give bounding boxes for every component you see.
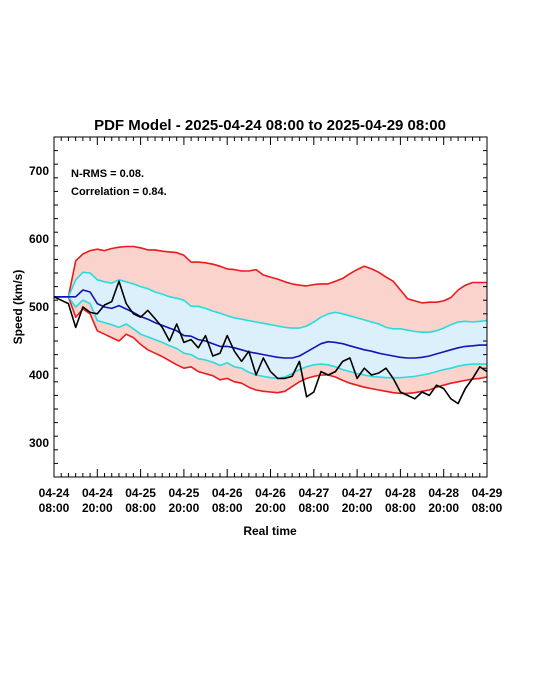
x-tick-label-time: 20:00 — [255, 501, 286, 515]
observed-series-line — [54, 280, 487, 405]
x-tick-label-time: 08:00 — [385, 501, 416, 515]
outer-lower-series-line — [54, 296, 487, 395]
x-tick-label-date: 04-25 — [169, 486, 200, 500]
inner-upper-series-line — [54, 271, 487, 333]
x-axis-label: Real time — [243, 524, 297, 538]
y-tick-label: 500 — [29, 300, 49, 314]
x-tick-label-time: 08:00 — [125, 501, 156, 515]
x-tick-label-time: 08:00 — [298, 501, 329, 515]
inner-lower-series-line — [54, 296, 487, 380]
x-tick-label-date: 04-29 — [472, 486, 503, 500]
y-tick-label: 300 — [29, 436, 49, 450]
x-tick-label-date: 04-27 — [342, 486, 373, 500]
x-tick-label-time: 20:00 — [342, 501, 373, 515]
annotation-nrms: N-RMS = 0.08. — [71, 168, 144, 180]
y-tick-label: 700 — [29, 164, 49, 178]
chart-title: PDF Model - 2025-04-24 08:00 to 2025-04-… — [94, 117, 446, 134]
x-tick-label-date: 04-27 — [298, 486, 329, 500]
annotation-correlation: Correlation = 0.84. — [71, 186, 167, 198]
x-tick-label-date: 04-24 — [82, 486, 113, 500]
y-axis-label: Speed (km/s) — [11, 270, 25, 345]
plot-area — [54, 245, 487, 405]
x-tick-label-time: 20:00 — [82, 501, 113, 515]
x-tick-label-time: 20:00 — [428, 501, 459, 515]
x-tick-label-time: 08:00 — [472, 501, 503, 515]
outer-upper-series-line — [54, 245, 487, 304]
x-tick-label-date: 04-24 — [39, 486, 70, 500]
x-tick-label-time: 08:00 — [39, 501, 70, 515]
x-tick-label-date: 04-28 — [385, 486, 416, 500]
x-tick-label-time: 08:00 — [212, 501, 243, 515]
x-tick-label-date: 04-26 — [212, 486, 243, 500]
y-tick-label: 600 — [29, 232, 49, 246]
x-tick-label-date: 04-26 — [255, 486, 286, 500]
x-tick-label-date: 04-28 — [428, 486, 459, 500]
y-tick-label: 400 — [29, 368, 49, 382]
x-tick-label-time: 20:00 — [169, 501, 200, 515]
x-tick-label-date: 04-25 — [125, 486, 156, 500]
